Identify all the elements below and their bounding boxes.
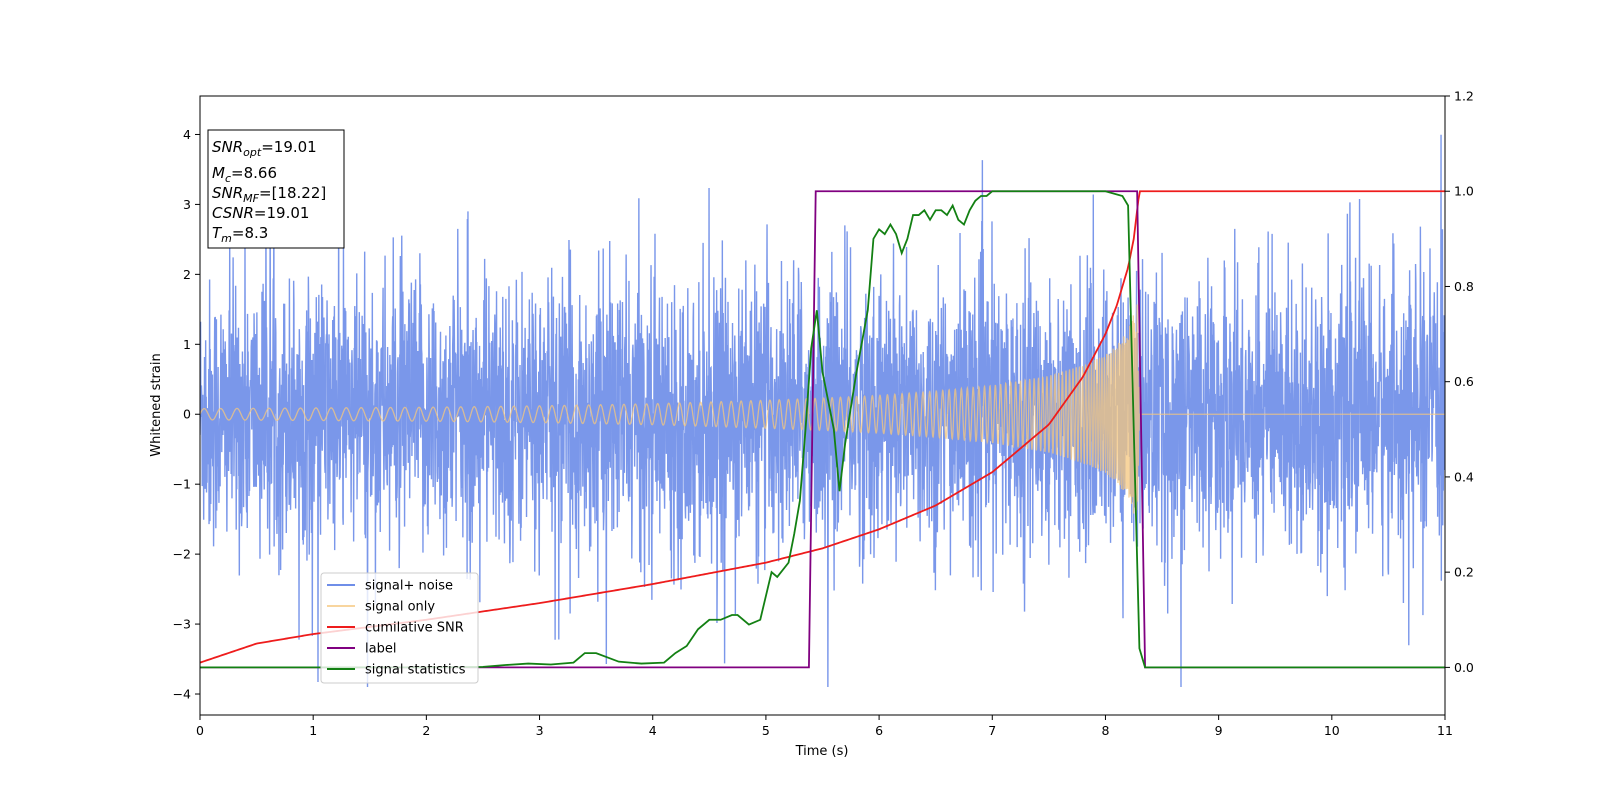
annotation-snr-mf: SNRMF=[18.22] — [212, 184, 326, 205]
y-tick-label: 1 — [183, 337, 191, 352]
annotation-csnr: CSNR=19.01 — [212, 204, 309, 222]
legend-label: signal+ noise — [365, 579, 453, 594]
x-tick-label: 3 — [536, 723, 544, 738]
legend-label: label — [365, 642, 396, 657]
legend-label: signal only — [365, 600, 435, 615]
y-tick-label: 3 — [183, 197, 191, 212]
annotation-frame — [207, 129, 345, 249]
ticks-layer: 0 1 2 3 4 5 6 7 8 9 10 11 −4 −3 −2 −1 0 1 2 3 4 0.0 0.2 0.4 0.6 0… — [173, 89, 1474, 739]
x-tick-label: 8 — [1101, 723, 1109, 738]
y-axis-title: Whitened strain — [149, 353, 164, 456]
x-tick-label: 7 — [988, 723, 996, 738]
x-tick-label: 1 — [309, 723, 317, 738]
y2-tick-label: 1.0 — [1454, 184, 1474, 199]
annotation-box: SNRopt=19.01 Mc=8.66SNRMF=[18.22]CSNR=19.… — [207, 129, 345, 249]
y2-tick-label: 0.8 — [1454, 279, 1474, 294]
x-tick-label: 4 — [649, 723, 657, 738]
series-signal-statistics — [200, 190, 1445, 669]
x-axis-title: Time (s) — [795, 744, 849, 759]
y-tick-label: 0 — [183, 407, 191, 422]
y2-tick-label: 0.2 — [1454, 565, 1474, 580]
y2-tick-label: 1.2 — [1454, 89, 1474, 104]
x-tick-label: 5 — [762, 723, 770, 738]
y-tick-label: 2 — [183, 267, 191, 282]
y2-tick-label: 0.6 — [1454, 374, 1474, 389]
y2-tick-label: 0.0 — [1454, 660, 1474, 675]
y-tick-label: −4 — [173, 687, 191, 702]
series-signal-only — [200, 304, 1445, 514]
x-tick-label: 6 — [875, 723, 883, 738]
y-tick-label: −3 — [173, 617, 191, 632]
plot-frame — [199, 95, 1446, 716]
legend-label: signal statistics — [365, 663, 466, 678]
annotation-snr-opt: SNRopt=19.01 — [212, 138, 317, 159]
legend-label: cumilative SNR — [365, 621, 464, 636]
legend-frame — [320, 572, 479, 684]
x-tick-label: 2 — [422, 723, 430, 738]
series-signal-noise — [200, 134, 1445, 688]
y-tick-label: 4 — [183, 127, 191, 142]
y2-tick-label: 0.4 — [1454, 469, 1474, 484]
x-tick-label: 0 — [196, 723, 204, 738]
annotation-tm: Tm=8.3 — [212, 224, 268, 245]
x-tick-label: 9 — [1215, 723, 1223, 738]
x-tick-label: 11 — [1437, 723, 1453, 738]
y-tick-label: −1 — [173, 477, 191, 492]
annotation-mc: Mc=8.66 — [212, 164, 277, 185]
x-tick-label: 10 — [1324, 723, 1340, 738]
y-tick-label: −2 — [173, 547, 191, 562]
legend: signal+ noise signal only cumilative SNR la… — [320, 572, 479, 684]
